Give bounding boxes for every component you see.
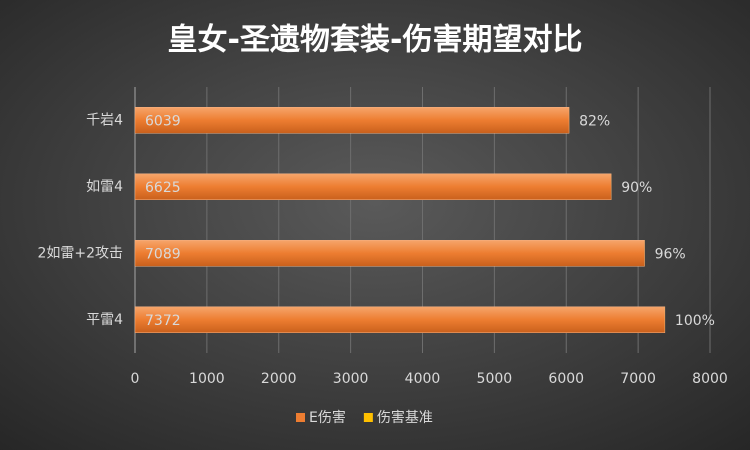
y-tick-label: 千岩4: [86, 112, 123, 128]
bar: [134, 107, 570, 134]
bar: [134, 173, 612, 200]
legend-swatch: [363, 413, 373, 422]
chart-title: 皇女-圣遗物套装-伤害期望对比: [168, 23, 583, 58]
y-tick-label: 2如雷+2攻击: [37, 245, 123, 261]
x-tick-label: 7000: [620, 371, 656, 387]
legend-label: 伤害基准: [377, 409, 433, 426]
value-label: 90%: [621, 180, 652, 196]
value-label: 6625: [145, 180, 181, 196]
x-tick-label: 0: [131, 371, 140, 387]
x-tick-label: 6000: [548, 371, 584, 387]
value-label: 6039: [145, 113, 181, 129]
x-tick-label: 1000: [189, 371, 225, 387]
legend-swatch: [296, 413, 305, 422]
value-label: 7372: [145, 313, 181, 329]
value-label: 82%: [579, 113, 610, 129]
bar: [134, 240, 645, 267]
x-tick-label: 2000: [261, 371, 297, 387]
value-label: 96%: [655, 246, 686, 262]
bar: [134, 306, 666, 333]
value-label: 100%: [675, 313, 715, 329]
y-tick-label: 如雷4: [86, 179, 123, 195]
y-tick-label: 平雷4: [86, 312, 123, 328]
x-tick-label: 3000: [333, 371, 369, 387]
x-tick-label: 4000: [405, 371, 441, 387]
x-tick-label: 8000: [692, 371, 728, 387]
legend-label: E伤害: [309, 410, 346, 426]
x-tick-label: 5000: [477, 371, 513, 387]
value-label: 7089: [145, 246, 181, 262]
